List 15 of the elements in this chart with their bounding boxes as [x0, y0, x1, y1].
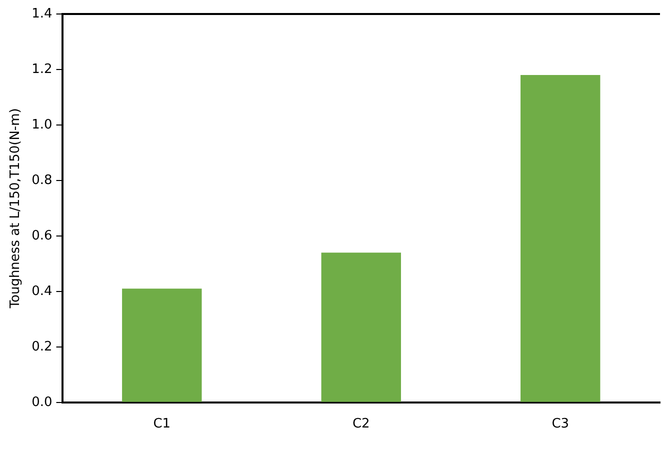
bar	[520, 75, 600, 402]
bar	[321, 252, 401, 402]
y-tick-label: 1.0	[32, 117, 52, 132]
x-tick-label: C3	[552, 416, 570, 432]
y-axis-title: Toughness at L/150,T150(N-m)	[8, 108, 24, 310]
y-tick-label: 1.4	[32, 6, 52, 22]
y-tick-label: 0.8	[32, 172, 52, 188]
y-tick-label: 0.4	[32, 284, 52, 299]
bar	[122, 288, 202, 402]
y-tick-label: 0.2	[32, 339, 52, 354]
x-tick-label: C2	[352, 416, 370, 432]
y-tick-label: 0.6	[32, 228, 52, 244]
x-tick-label: C1	[153, 416, 171, 432]
y-tick-label: 1.2	[32, 62, 52, 77]
y-tick-label: 0.0	[32, 394, 52, 410]
